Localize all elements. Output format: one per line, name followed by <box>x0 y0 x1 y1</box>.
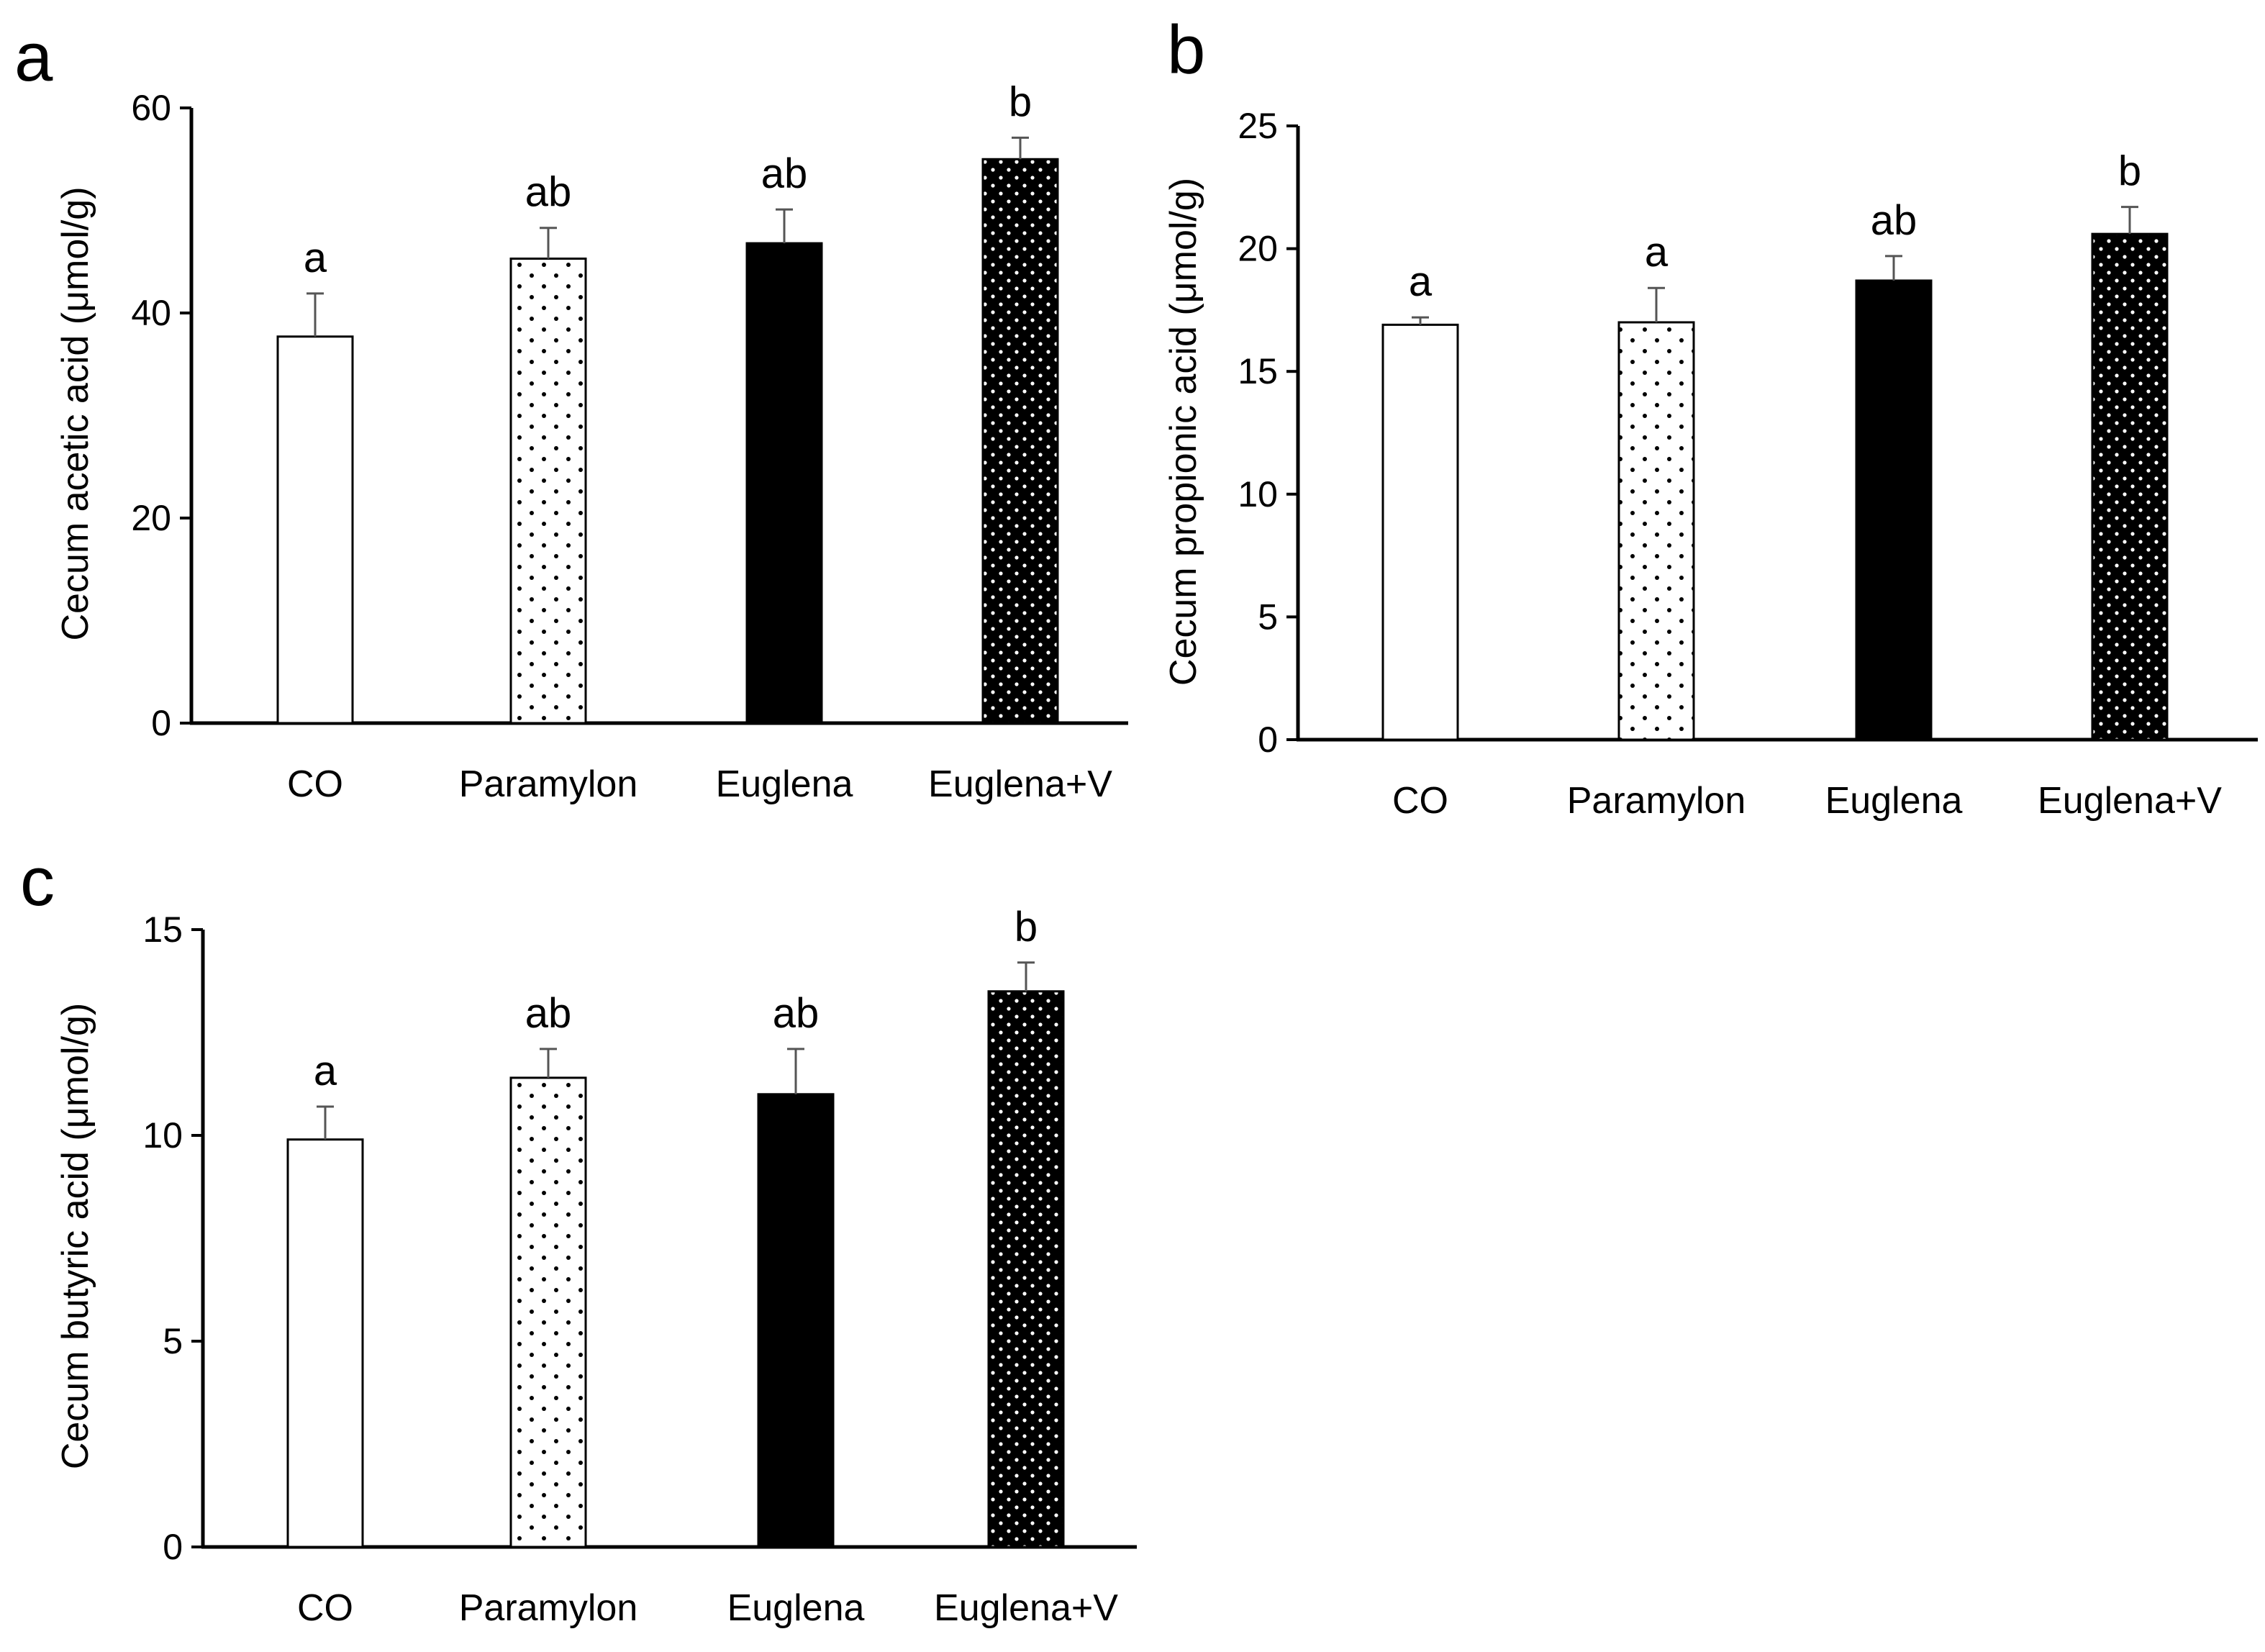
significance-label: ab <box>525 169 572 216</box>
panel-letter-a: a <box>14 19 53 96</box>
bar-paramylon <box>509 1076 587 1548</box>
y-tick-label: 10 <box>1238 474 1278 514</box>
y-tick-label: 5 <box>163 1321 183 1361</box>
y-tick-label: 25 <box>1238 106 1278 146</box>
x-tick-label: Euglena <box>1825 780 1963 822</box>
panel-a: a Cecum acetic acid (μmol/g) 0 20 40 60 a CO a… <box>14 19 1128 805</box>
y-axis-label: Cecum acetic acid (μmol/g) <box>55 186 96 640</box>
significance-label: ab <box>1871 197 1917 244</box>
panel-c: c Cecum butyric acid (μmol/g) 0 5 10 15 a CO a… <box>20 843 1137 1629</box>
y-tick-label: 60 <box>131 88 171 128</box>
y-tick-label: 5 <box>1258 596 1278 637</box>
x-tick-label: Paramylon <box>459 1587 638 1629</box>
significance-label: b <box>2118 148 2141 195</box>
bar-euglena-v <box>2091 232 2169 741</box>
y-tick-label: 0 <box>151 703 171 743</box>
y-tick-label: 0 <box>163 1527 183 1567</box>
bar-co <box>1381 323 1459 741</box>
y-tick-label: 0 <box>1258 720 1278 760</box>
significance-label: b <box>1015 904 1038 950</box>
x-tick-label: CO <box>287 763 343 805</box>
significance-label: a <box>1645 229 1669 276</box>
panel-letter-b: b <box>1167 12 1205 88</box>
x-tick-label: Paramylon <box>459 763 638 805</box>
significance-label: a <box>1409 258 1433 305</box>
bar-euglena-v <box>981 158 1059 725</box>
bar-euglena <box>757 1093 835 1548</box>
y-tick-label: 10 <box>142 1115 183 1156</box>
y-tick-label: 20 <box>1238 229 1278 269</box>
x-tick-label: Euglena <box>716 763 853 805</box>
bar-euglena <box>1855 279 1933 741</box>
bar-euglena-v <box>987 990 1065 1548</box>
x-tick-label: Euglena+V <box>2038 780 2222 822</box>
significance-label: a <box>304 235 327 281</box>
y-tick-label: 15 <box>1238 351 1278 391</box>
significance-label: a <box>314 1048 337 1094</box>
y-tick-label: 20 <box>131 498 171 538</box>
significance-label: ab <box>773 990 820 1037</box>
panel-b: b Cecum propionic acid (μmol/g) 0 5 10 15 20… <box>1163 12 2258 822</box>
bar-euglena <box>745 242 823 725</box>
x-tick-label: Euglena+V <box>934 1587 1118 1629</box>
bar-paramylon <box>509 257 587 725</box>
significance-label: ab <box>761 150 808 197</box>
x-tick-label: Paramylon <box>1567 780 1746 822</box>
significance-label: b <box>1009 78 1032 125</box>
y-tick-label: 40 <box>131 293 171 333</box>
y-axis-label: Cecum propionic acid (μmol/g) <box>1163 178 1204 686</box>
bar-paramylon <box>1617 321 1695 741</box>
x-tick-label: Euglena <box>727 1587 865 1629</box>
x-tick-label: Euglena+V <box>928 763 1112 805</box>
y-axis-label: Cecum butyric acid (μmol/g) <box>55 1003 96 1469</box>
plot-area: 0 5 10 15 20 25 a CO a Paramylon ab Euglena b Euglena… <box>1238 106 2258 822</box>
y-tick-label: 15 <box>142 909 183 950</box>
bar-co <box>286 1138 364 1548</box>
x-tick-label: CO <box>297 1587 353 1629</box>
x-tick-label: CO <box>1392 780 1448 822</box>
significance-label: ab <box>525 990 572 1037</box>
plot-area: 0 5 10 15 a CO ab Paramylon ab Euglena b Euglena+V <box>142 904 1137 1629</box>
bar-co <box>276 335 354 725</box>
panel-letter-c: c <box>20 843 55 920</box>
plot-area: 0 20 40 60 a CO ab Paramylon ab Euglena b Euglena+V <box>131 78 1128 805</box>
